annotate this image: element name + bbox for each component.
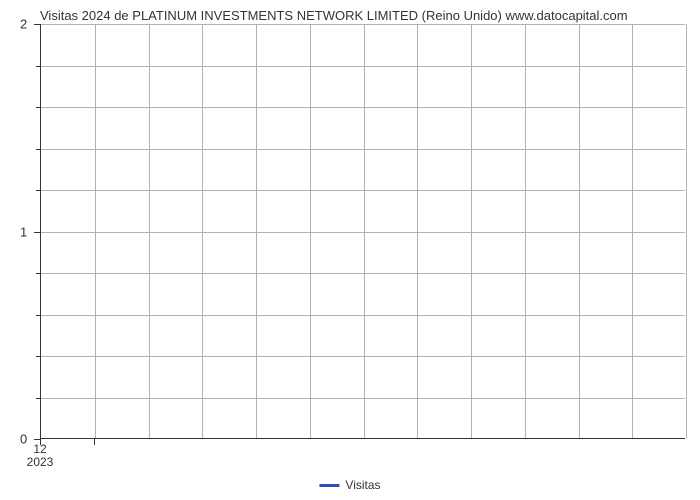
grid-line-v bbox=[364, 24, 365, 438]
y-axis-label: 0 bbox=[20, 432, 27, 447]
y-tick bbox=[34, 232, 40, 233]
y-axis-label: 2 bbox=[20, 17, 27, 32]
chart-title: Visitas 2024 de PLATINUM INVESTMENTS NET… bbox=[40, 8, 690, 23]
grid-line-v bbox=[310, 24, 311, 438]
x-axis-year: 2023 bbox=[27, 455, 54, 469]
chart-container: Visitas 2024 de PLATINUM INVESTMENTS NET… bbox=[0, 0, 700, 500]
grid-line-v bbox=[202, 24, 203, 438]
grid-line-v bbox=[525, 24, 526, 438]
y-axis-label: 1 bbox=[20, 224, 27, 239]
y-minor-tick bbox=[36, 66, 40, 67]
legend: Visitas bbox=[319, 478, 380, 492]
y-minor-tick bbox=[36, 190, 40, 191]
legend-label: Visitas bbox=[345, 478, 380, 492]
grid-line-v bbox=[256, 24, 257, 438]
grid-line-v bbox=[95, 24, 96, 438]
x-tick bbox=[94, 439, 95, 445]
y-minor-tick bbox=[36, 273, 40, 274]
grid-line-v bbox=[579, 24, 580, 438]
plot-area bbox=[40, 24, 685, 439]
x-axis-label: 12 bbox=[33, 442, 46, 456]
y-minor-tick bbox=[36, 107, 40, 108]
grid-line-v bbox=[149, 24, 150, 438]
grid-line-v bbox=[471, 24, 472, 438]
y-minor-tick bbox=[36, 398, 40, 399]
y-tick bbox=[34, 24, 40, 25]
y-minor-tick bbox=[36, 356, 40, 357]
legend-swatch bbox=[319, 484, 339, 487]
grid-line-v bbox=[632, 24, 633, 438]
y-minor-tick bbox=[36, 315, 40, 316]
grid-line-v bbox=[417, 24, 418, 438]
grid-line-v bbox=[686, 24, 687, 438]
y-minor-tick bbox=[36, 149, 40, 150]
